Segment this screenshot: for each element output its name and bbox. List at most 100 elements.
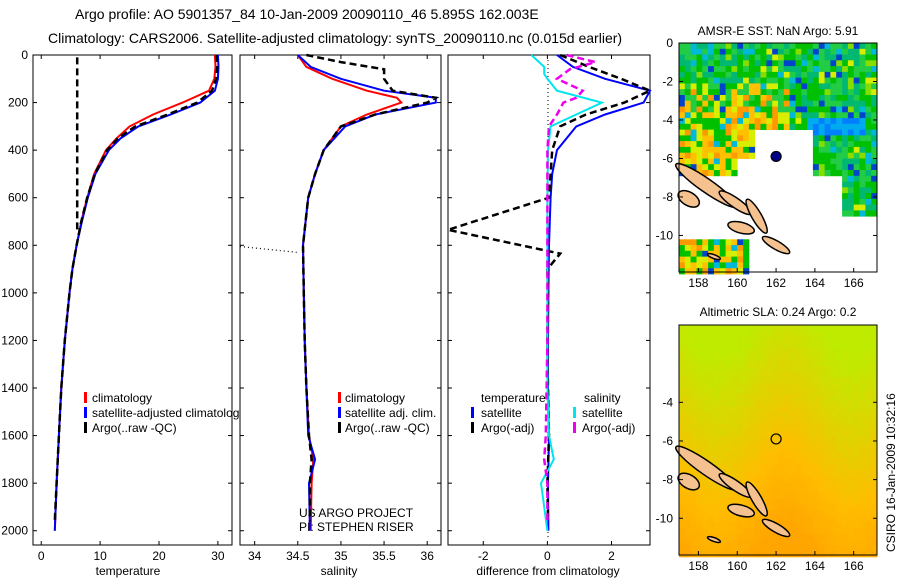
heatmap-cell [719,348,726,355]
heatmap-cell [679,388,686,395]
heatmap-cell [748,43,756,50]
x-axis-label: temperature [96,564,161,578]
heatmap-cell [824,100,831,107]
heatmap-cell [684,394,691,401]
heatmap-cell [719,146,726,154]
heatmap-cell [842,71,849,79]
heatmap-cell [871,498,878,506]
heatmap-cell [789,348,796,355]
heatmap-cell [737,551,744,558]
heatmap-cell [865,533,872,540]
heatmap-cell [842,48,849,55]
heatmap-cell [696,141,703,148]
heatmap-cell [766,533,773,540]
heatmap-cell [737,394,744,401]
heatmap-cell [731,245,738,252]
heatmap-cell [842,193,849,200]
heatmap-cell [766,348,773,355]
heatmap-cell [789,71,796,79]
heatmap-cell [731,371,738,378]
heatmap-cell [731,522,738,529]
heatmap-cell [748,129,756,136]
heatmap-cell [719,435,726,442]
heatmap-cell [871,446,878,453]
heatmap-cell [859,54,866,61]
heatmap-cell [725,123,732,130]
heatmap-cell [853,175,860,182]
heatmap-cell [865,354,872,361]
heatmap-cell [719,365,726,372]
heatmap-cell [690,43,697,50]
heatmap-cell [702,545,709,552]
legend-header-salinity: salinity [584,391,621,405]
heatmap-cell [690,354,697,361]
heatmap-cell [731,77,738,84]
heatmap-cell [743,359,750,366]
heatmap-cell [818,470,825,477]
heatmap-cell [679,377,686,384]
heatmap-cell [824,388,831,395]
heatmap-cell [737,330,744,337]
heatmap-cell [766,354,773,361]
heatmap-cell [702,100,709,107]
heatmap-cell [684,66,691,73]
heatmap-cell [842,452,849,459]
heatmap-cell [871,423,878,430]
heatmap-cell [748,325,756,332]
heatmap-cell [684,48,691,55]
heatmap-cell [842,383,849,390]
y-tick-label: 1600 [1,429,28,443]
heatmap-cell [865,118,872,125]
heatmap-cell [708,54,715,61]
legend-label: satellite [582,406,623,420]
heatmap-cell [708,129,715,136]
heatmap-cell [859,118,866,125]
heatmap-cell [842,551,849,558]
heatmap-cell [696,377,703,384]
heatmap-cell [853,325,860,332]
heatmap-cell [824,95,831,102]
heatmap-cell [748,429,756,436]
heatmap-cell [731,83,738,90]
heatmap-cell [713,487,721,494]
heatmap-cell [772,377,779,384]
heatmap-cell [865,498,872,506]
heatmap-cell [719,452,726,459]
heatmap-cell [801,371,808,378]
heatmap-cell [713,129,721,136]
heatmap-cell [871,394,878,401]
heatmap-cell [679,250,686,257]
heatmap-cell [766,452,773,459]
heatmap-cell [830,354,837,361]
heatmap-cell [772,452,779,459]
heatmap-cell [760,522,767,529]
heatmap-cell [696,423,703,430]
heatmap-cell [702,359,709,366]
heatmap-cell [696,336,703,343]
heatmap-cell [719,118,726,125]
heatmap-cell [766,106,773,113]
heatmap-cell [737,371,744,378]
heatmap-cell [842,481,849,488]
heatmap-cell [783,365,790,372]
heatmap-cell [748,141,756,148]
legend-label: climatology [345,391,405,405]
heatmap-cell [865,48,872,55]
heatmap-cell [766,388,773,395]
heatmap-cell [719,354,726,361]
heatmap-cell [807,54,814,61]
heatmap-cell [690,106,697,113]
heatmap-cell [772,533,779,540]
heatmap-cell [731,60,738,67]
heatmap-cell [778,112,785,119]
heatmap-cell [847,187,855,194]
legend-header-temperature: temperature [481,391,546,405]
heatmap-cell [795,95,802,102]
heatmap-cell [795,342,802,349]
heatmap-cell [760,435,767,442]
heatmap-cell [778,359,785,366]
heatmap-cell [842,522,849,529]
heatmap-cell [807,527,814,535]
heatmap-cell [847,551,855,558]
heatmap-cell [812,170,820,177]
